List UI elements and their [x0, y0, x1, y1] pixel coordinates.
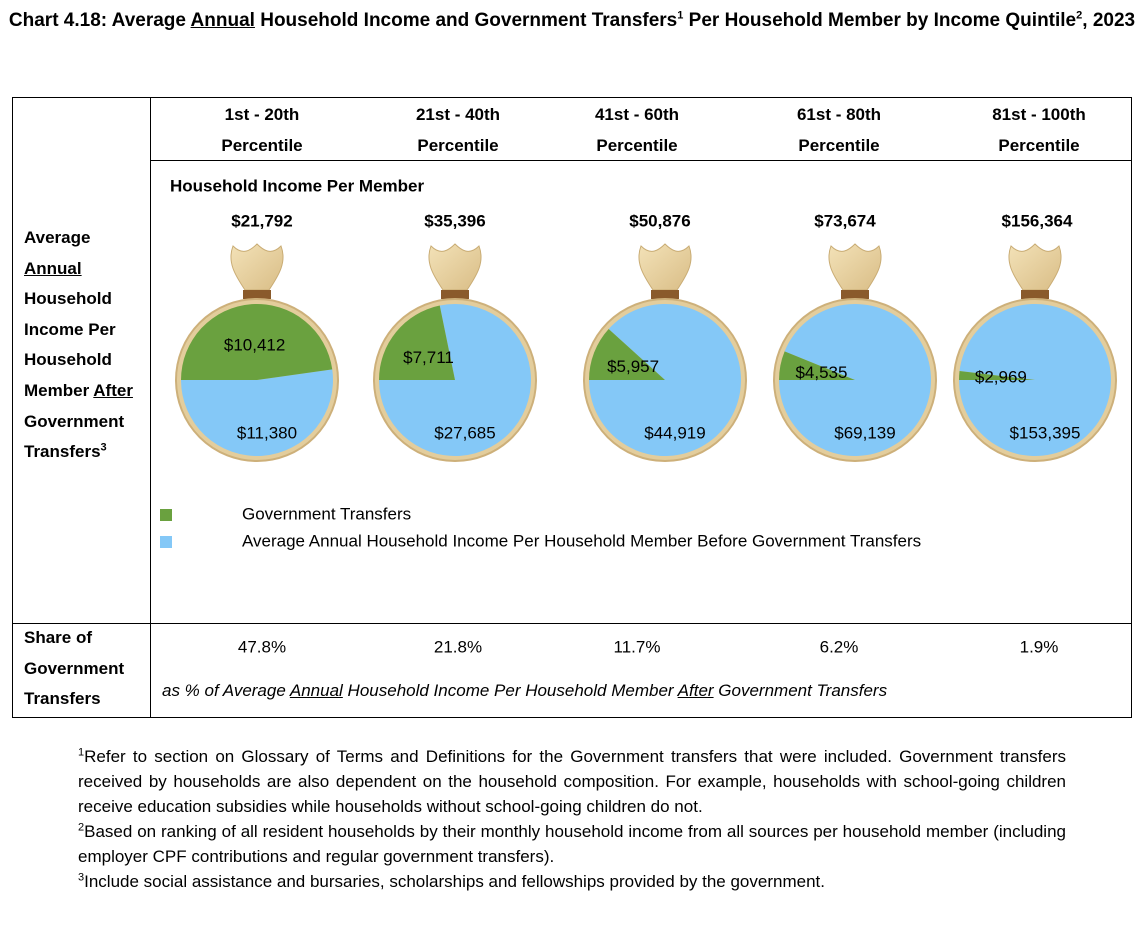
column-header: 61st - 80th Percentile: [796, 105, 882, 155]
subtitle: Household Income Per Member: [170, 176, 424, 195]
sack-tie: [1021, 290, 1049, 299]
slice-label: $44,919: [644, 423, 705, 442]
slice-label: $11,380: [237, 423, 297, 442]
pie-slice: [779, 351, 855, 380]
footnote-number: 2: [78, 821, 85, 834]
title-part: Chart 4.18: Average: [8, 10, 191, 31]
slice-label: $153,395: [1010, 423, 1081, 442]
slice-label: $10,412: [224, 335, 285, 354]
legend-label: Average Annual Household Income Per Hous…: [242, 531, 921, 550]
total-label: $21,792: [231, 211, 292, 230]
title-part: Per Household Member by Income Quintile: [683, 10, 1077, 31]
sack-tie: [243, 290, 271, 299]
footnote: 3Include social assistance and bursaries…: [78, 869, 1066, 894]
slice-label: $69,139: [834, 423, 895, 442]
share-label: 21.8%: [434, 637, 482, 656]
row-header-part: Household Income Per Household Member: [24, 289, 116, 400]
footnote: 1Refer to section on Glossary of Terms a…: [78, 744, 1066, 819]
pie-slice: [181, 303, 333, 380]
footnote-text: Include social assistance and bursaries,…: [84, 872, 825, 891]
slice-label: $27,685: [434, 423, 495, 442]
footnote-text: Based on ranking of all resident househo…: [78, 822, 1066, 866]
note-part: Annual: [289, 681, 343, 700]
share-note: as % of Average Annual Household Income …: [162, 681, 887, 701]
total-label: $156,364: [1002, 211, 1073, 230]
sack-top: [428, 243, 482, 291]
pie-slice: [589, 328, 665, 380]
footnotes: 1Refer to section on Glossary of Terms a…: [78, 744, 1066, 894]
column-header: 21st - 40th Percentile: [415, 105, 501, 155]
title-part: 2: [1076, 9, 1083, 22]
title-part: Household Income and Government Transfer…: [254, 10, 678, 31]
row-header-part: After: [93, 380, 133, 400]
title-part: Annual: [190, 10, 255, 31]
row-header-part: Government Transfers: [24, 411, 125, 462]
pie-slice: [181, 369, 333, 456]
legend-swatch: [160, 509, 172, 521]
footnote-number: 1: [78, 746, 85, 759]
footnote-number: 3: [78, 871, 85, 884]
note-part: After: [677, 681, 714, 700]
slice-label: $7,711: [403, 348, 454, 367]
sack-top: [638, 243, 692, 291]
slice-label: $5,957: [607, 357, 659, 376]
pie-slice: [779, 304, 931, 457]
pie-slice: [959, 370, 1035, 380]
sack-top: [1008, 243, 1062, 291]
share-label: 47.8%: [238, 637, 286, 656]
row-header: Average Annual Household Income Per Hous…: [24, 223, 142, 468]
slice-label: $2,969: [975, 367, 1027, 386]
total-label: $50,876: [629, 211, 690, 230]
total-label: $73,674: [814, 211, 876, 230]
note-part: as % of Average: [162, 681, 290, 700]
share-label: 11.7%: [614, 637, 661, 656]
pie-slice: [379, 305, 455, 380]
sack-tie: [651, 290, 679, 299]
sack-top: [230, 243, 284, 291]
sack-tie: [841, 290, 869, 299]
column-header: 41st - 60th Percentile: [594, 105, 680, 155]
table-border: [12, 97, 1132, 718]
title-part: 1: [677, 9, 684, 22]
footnote: 2Based on ranking of all resident househ…: [78, 819, 1066, 869]
row-header-part: Annual: [24, 258, 82, 278]
slice-label: $4,535: [795, 363, 847, 382]
legend-swatch: [160, 536, 172, 548]
row-header-part: Average: [24, 228, 91, 247]
title: Chart 4.18: Average Annual Household Inc…: [0, 4, 1144, 38]
share-label: 1.9%: [1020, 637, 1059, 656]
sack-tie: [441, 290, 469, 299]
sack-top: [828, 243, 882, 291]
footnote-text: Refer to section on Glossary of Terms an…: [78, 747, 1066, 816]
column-header: 81st - 100th Percentile: [992, 105, 1086, 155]
legend-label: Government Transfers: [242, 504, 411, 523]
pie-slice: [959, 303, 1112, 456]
note-part: Household Income Per Household Member: [342, 681, 678, 700]
row-header-part: 3: [100, 441, 107, 454]
total-label: $35,396: [424, 211, 485, 230]
row-header: Share of Government Transfers: [24, 628, 125, 709]
title-part: , 2023: [1082, 10, 1136, 31]
share-label: 6.2%: [820, 637, 859, 656]
column-header: 1st - 20th Percentile: [221, 105, 303, 155]
note-part: Government Transfers: [713, 681, 888, 700]
